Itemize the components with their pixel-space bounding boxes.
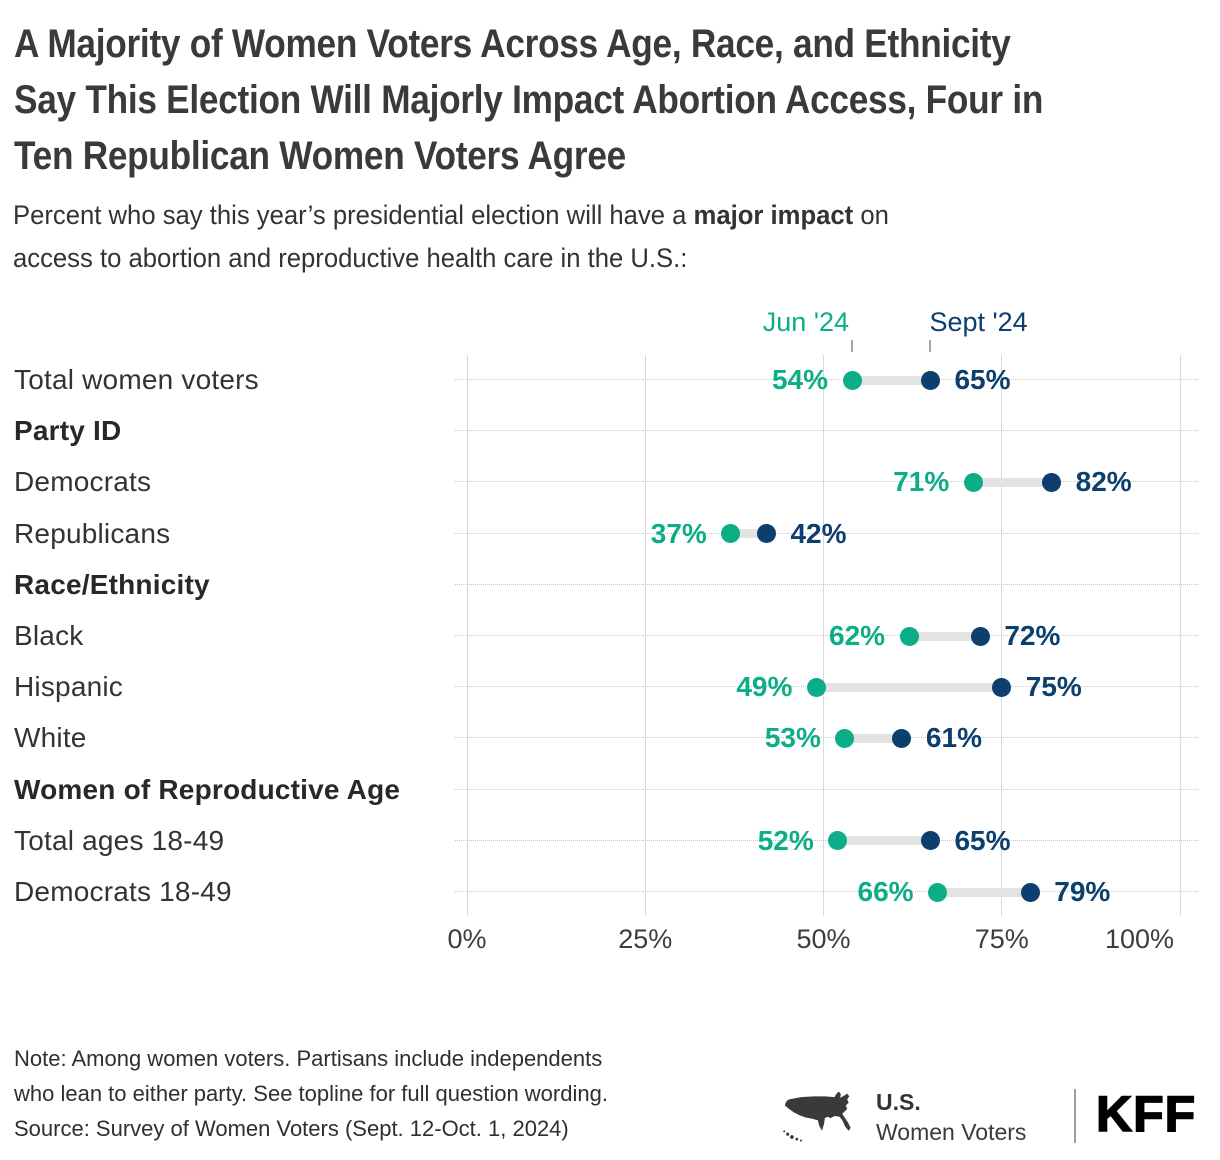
us-map-icon bbox=[783, 1091, 851, 1142]
row-label: Hispanic bbox=[14, 671, 123, 703]
footer-audience-label: Women Voters bbox=[876, 1119, 1027, 1145]
sept-dot[interactable] bbox=[1020, 882, 1040, 902]
sept-value-label: 72% bbox=[1004, 620, 1061, 651]
legend-tick-sept-icon bbox=[929, 340, 932, 352]
connector-bar bbox=[973, 477, 1052, 487]
chart-note: Note: Among women voters. Partisans incl… bbox=[14, 1041, 608, 1111]
row-gridline bbox=[455, 788, 1198, 790]
row-gridline bbox=[455, 379, 1198, 380]
section-header-row: Women of Reproductive Age bbox=[0, 764, 1220, 816]
row-gridline bbox=[455, 532, 1198, 534]
row-gridline bbox=[455, 430, 1198, 432]
row-gridline bbox=[455, 839, 1198, 841]
row-label: Total ages 18-49 bbox=[14, 824, 225, 856]
chart-row: Democrats 71% 82% bbox=[0, 456, 1220, 508]
sept-dot[interactable] bbox=[920, 831, 940, 851]
row-label: White bbox=[14, 722, 87, 754]
note-line-2: who lean to either party. See topline fo… bbox=[14, 1081, 608, 1106]
section-header-row: Race/Ethnicity bbox=[0, 559, 1220, 611]
sept-dot[interactable] bbox=[892, 728, 912, 748]
jun-dot[interactable] bbox=[963, 472, 983, 492]
chart-row: White 53% 61% bbox=[0, 712, 1220, 764]
x-axis-tick-label-0: 0% bbox=[447, 924, 487, 954]
sept-value-label: 61% bbox=[925, 722, 982, 754]
subtitle-bold-phrase: major impact bbox=[693, 200, 854, 230]
jun-dot[interactable] bbox=[928, 882, 948, 902]
row-gridline bbox=[455, 635, 1198, 636]
row-gridline bbox=[455, 583, 1198, 585]
sept-value-label: 65% bbox=[954, 824, 1011, 856]
chart-source: Source: Survey of Women Voters (Sept. 12… bbox=[14, 1116, 569, 1141]
chart-subtitle: Percent who say this year’s presidential… bbox=[13, 194, 1220, 280]
section-header-row: Party ID bbox=[0, 405, 1220, 457]
subtitle-line-1: Percent who say this year’s presidential… bbox=[13, 200, 889, 230]
jun-value-label: 49% bbox=[736, 671, 793, 703]
row-gridline bbox=[455, 481, 1198, 483]
row-label: Total women voters bbox=[14, 364, 259, 395]
chart-row: Republicans 37% 42% bbox=[0, 508, 1220, 560]
sept-dot[interactable] bbox=[920, 370, 940, 390]
row-label: Women of Reproductive Age bbox=[14, 773, 401, 805]
chart-row: Total ages 18-49 52% 65% bbox=[0, 815, 1220, 867]
legend-sept-label: Sept '24 bbox=[929, 307, 1028, 337]
row-gridline bbox=[455, 891, 1198, 892]
connector-bar bbox=[909, 631, 981, 641]
jun-value-label: 66% bbox=[857, 876, 914, 907]
jun-value-label: 37% bbox=[650, 517, 707, 549]
row-label: Party ID bbox=[14, 415, 122, 447]
chart-row: Democrats 18-49 66% 79% bbox=[0, 866, 1220, 918]
note-line-1: Note: Among women voters. Partisans incl… bbox=[14, 1046, 603, 1071]
sept-dot[interactable] bbox=[970, 626, 990, 646]
sept-value-label: 79% bbox=[1054, 876, 1111, 907]
jun-dot[interactable] bbox=[899, 626, 919, 646]
x-axis-tick-label-2: 50% bbox=[796, 924, 851, 954]
legend-tick-jun-icon bbox=[851, 340, 854, 352]
page-title-line-2: Say This Election Will Majorly Impact Ab… bbox=[14, 78, 1044, 122]
row-label: Republicans bbox=[14, 517, 171, 549]
connector-bar bbox=[816, 682, 1002, 692]
sept-value-label: 42% bbox=[790, 517, 847, 549]
row-gridline bbox=[455, 737, 1198, 739]
jun-value-label: 54% bbox=[771, 364, 829, 395]
chart-row: Black 62% 72% bbox=[0, 610, 1220, 662]
x-axis-tick-label-3: 75% bbox=[974, 924, 1029, 954]
row-label: Democrats 18-49 bbox=[14, 876, 232, 907]
page-title-line-1: A Majority of Women Voters Across Age, R… bbox=[14, 22, 1011, 66]
row-label: Black bbox=[14, 620, 84, 651]
jun-dot[interactable] bbox=[842, 370, 862, 390]
sept-value-label: 75% bbox=[1025, 671, 1082, 703]
row-label: Democrats bbox=[14, 466, 152, 498]
legend-jun-label: Jun '24 bbox=[762, 307, 850, 337]
x-axis-tick-label-4: 100% bbox=[1104, 924, 1174, 954]
sept-value-label: 82% bbox=[1075, 466, 1132, 498]
sept-dot[interactable] bbox=[992, 677, 1012, 697]
connector-bar bbox=[937, 887, 1031, 897]
page-title: A Majority of Women Voters Across Age, R… bbox=[14, 16, 1220, 184]
sept-value-label: 65% bbox=[954, 364, 1011, 395]
jun-dot[interactable] bbox=[828, 831, 848, 851]
sept-dot[interactable] bbox=[756, 524, 776, 544]
jun-dot[interactable] bbox=[721, 524, 741, 544]
chart-row: Hispanic 49% 75% bbox=[0, 661, 1220, 713]
connector-bar bbox=[730, 529, 767, 539]
subtitle-line-2: access to abortion and reproductive heal… bbox=[13, 243, 688, 273]
connector-bar bbox=[852, 375, 931, 385]
chart-row: Total women voters 54% 65% bbox=[0, 354, 1220, 406]
footer-divider bbox=[1074, 1089, 1076, 1143]
row-label: Race/Ethnicity bbox=[14, 568, 210, 600]
jun-value-label: 71% bbox=[893, 466, 950, 498]
x-axis-tick-label-1: 25% bbox=[618, 924, 673, 954]
sept-dot[interactable] bbox=[1042, 472, 1062, 492]
page-title-line-3: Ten Republican Women Voters Agree bbox=[14, 134, 626, 178]
jun-value-label: 52% bbox=[757, 824, 814, 856]
connector-bar bbox=[837, 836, 931, 846]
jun-dot[interactable] bbox=[806, 677, 826, 697]
jun-value-label: 53% bbox=[764, 722, 821, 754]
jun-value-label: 62% bbox=[829, 620, 886, 651]
footer-region-label: U.S. bbox=[876, 1089, 921, 1115]
connector-bar bbox=[844, 733, 902, 743]
jun-dot[interactable] bbox=[835, 728, 855, 748]
kff-logo: KFF bbox=[1095, 1085, 1197, 1143]
